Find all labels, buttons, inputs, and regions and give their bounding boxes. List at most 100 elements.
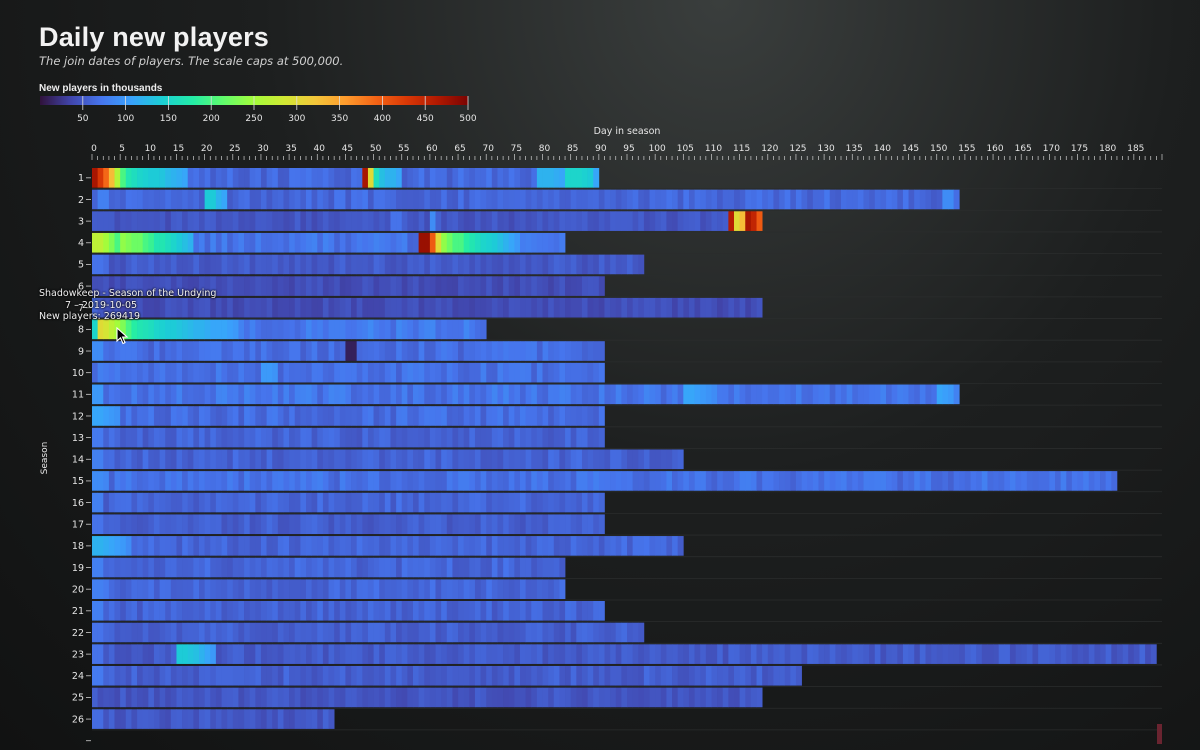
heat-cell[interactable]	[182, 709, 189, 729]
heat-cell[interactable]	[1049, 471, 1056, 491]
heat-cell[interactable]	[148, 514, 155, 535]
heat-cell[interactable]	[536, 622, 543, 643]
heat-cell[interactable]	[120, 232, 127, 253]
heat-cell[interactable]	[356, 687, 363, 708]
heat-cell[interactable]	[108, 211, 115, 231]
heat-cell[interactable]	[480, 211, 487, 231]
heat-cell[interactable]	[593, 449, 600, 470]
heat-cell[interactable]	[435, 168, 442, 188]
heat-cell[interactable]	[886, 384, 893, 405]
heat-cell[interactable]	[514, 168, 521, 188]
heat-cell[interactable]	[660, 189, 667, 210]
heat-cell[interactable]	[339, 211, 346, 231]
heat-cell[interactable]	[176, 189, 183, 210]
heat-cell[interactable]	[215, 665, 222, 686]
heat-cell[interactable]	[221, 297, 228, 318]
heat-cell[interactable]	[604, 471, 611, 491]
heat-cell[interactable]	[232, 687, 239, 708]
heat-cell[interactable]	[598, 341, 605, 361]
heat-cell[interactable]	[351, 427, 358, 448]
heat-cell[interactable]	[103, 579, 110, 599]
heat-cell[interactable]	[767, 189, 774, 210]
heat-cell[interactable]	[508, 254, 515, 275]
heat-cell[interactable]	[424, 449, 431, 470]
heat-cell[interactable]	[176, 297, 183, 318]
heat-cell[interactable]	[345, 406, 352, 426]
heat-cell[interactable]	[514, 254, 521, 275]
heat-cell[interactable]	[182, 644, 189, 664]
heat-cell[interactable]	[542, 297, 549, 318]
heat-cell[interactable]	[351, 362, 358, 383]
heat-cell[interactable]	[452, 362, 459, 383]
heat-cell[interactable]	[480, 449, 487, 470]
heat-cell[interactable]	[277, 665, 284, 686]
heat-cell[interactable]	[294, 297, 301, 318]
heat-cell[interactable]	[221, 406, 228, 426]
heat-cell[interactable]	[717, 644, 724, 664]
heat-cell[interactable]	[159, 579, 166, 599]
heat-cell[interactable]	[148, 579, 155, 599]
heat-cell[interactable]	[97, 384, 104, 405]
heat-cell[interactable]	[272, 557, 279, 578]
heat-cell[interactable]	[125, 492, 132, 513]
heat-cell[interactable]	[734, 644, 740, 664]
heat-cell[interactable]	[108, 665, 115, 686]
heat-cell[interactable]	[255, 254, 262, 275]
heat-cell[interactable]	[734, 297, 740, 318]
heat-cell[interactable]	[655, 189, 662, 210]
heat-cell[interactable]	[683, 687, 690, 708]
heat-cell[interactable]	[148, 557, 155, 578]
heat-cell[interactable]	[328, 709, 335, 729]
heat-cell[interactable]	[807, 384, 814, 405]
heat-cell[interactable]	[525, 384, 532, 405]
heat-cell[interactable]	[120, 601, 127, 621]
heat-cell[interactable]	[503, 665, 510, 686]
heat-cell[interactable]	[508, 687, 515, 708]
heat-cell[interactable]	[463, 644, 470, 664]
heat-cell[interactable]	[114, 276, 121, 296]
heat-cell[interactable]	[413, 297, 419, 318]
heat-cell[interactable]	[260, 362, 267, 383]
heat-cell[interactable]	[491, 211, 498, 231]
heat-cell[interactable]	[931, 471, 938, 491]
heat-cell[interactable]	[215, 189, 222, 210]
heat-cell[interactable]	[559, 644, 566, 664]
heat-cell[interactable]	[148, 384, 155, 405]
heat-cell[interactable]	[334, 471, 341, 491]
heat-cell[interactable]	[210, 579, 217, 599]
heat-cell[interactable]	[165, 557, 172, 578]
heat-cell[interactable]	[306, 536, 312, 556]
heat-cell[interactable]	[328, 341, 335, 361]
heat-cell[interactable]	[334, 601, 341, 621]
heat-cell[interactable]	[277, 579, 284, 599]
heat-cell[interactable]	[379, 341, 386, 361]
heat-cell[interactable]	[981, 471, 988, 491]
heat-cell[interactable]	[294, 536, 301, 556]
heat-cell[interactable]	[255, 449, 262, 470]
season-row[interactable]	[92, 536, 684, 556]
heat-cell[interactable]	[114, 644, 121, 664]
heat-cell[interactable]	[204, 276, 211, 296]
heat-cell[interactable]	[215, 449, 222, 470]
heat-cell[interactable]	[238, 665, 245, 686]
heat-cell[interactable]	[306, 189, 312, 210]
heat-cell[interactable]	[424, 579, 431, 599]
heat-cell[interactable]	[379, 665, 386, 686]
heat-cell[interactable]	[458, 665, 465, 686]
heat-cell[interactable]	[497, 665, 504, 686]
heat-cell[interactable]	[103, 341, 110, 361]
heat-cell[interactable]	[491, 341, 498, 361]
heat-cell[interactable]	[232, 297, 239, 318]
heat-cell[interactable]	[497, 362, 504, 383]
heat-cell[interactable]	[1066, 471, 1073, 491]
heat-cell[interactable]	[210, 622, 217, 643]
heat-cell[interactable]	[170, 232, 177, 253]
heat-cell[interactable]	[120, 644, 127, 664]
heat-cell[interactable]	[570, 406, 577, 426]
heat-cell[interactable]	[553, 297, 560, 318]
heat-cell[interactable]	[367, 341, 374, 361]
heat-cell[interactable]	[632, 297, 639, 318]
heat-cell[interactable]	[125, 536, 132, 556]
heat-cell[interactable]	[97, 276, 104, 296]
heat-cell[interactable]	[272, 254, 279, 275]
